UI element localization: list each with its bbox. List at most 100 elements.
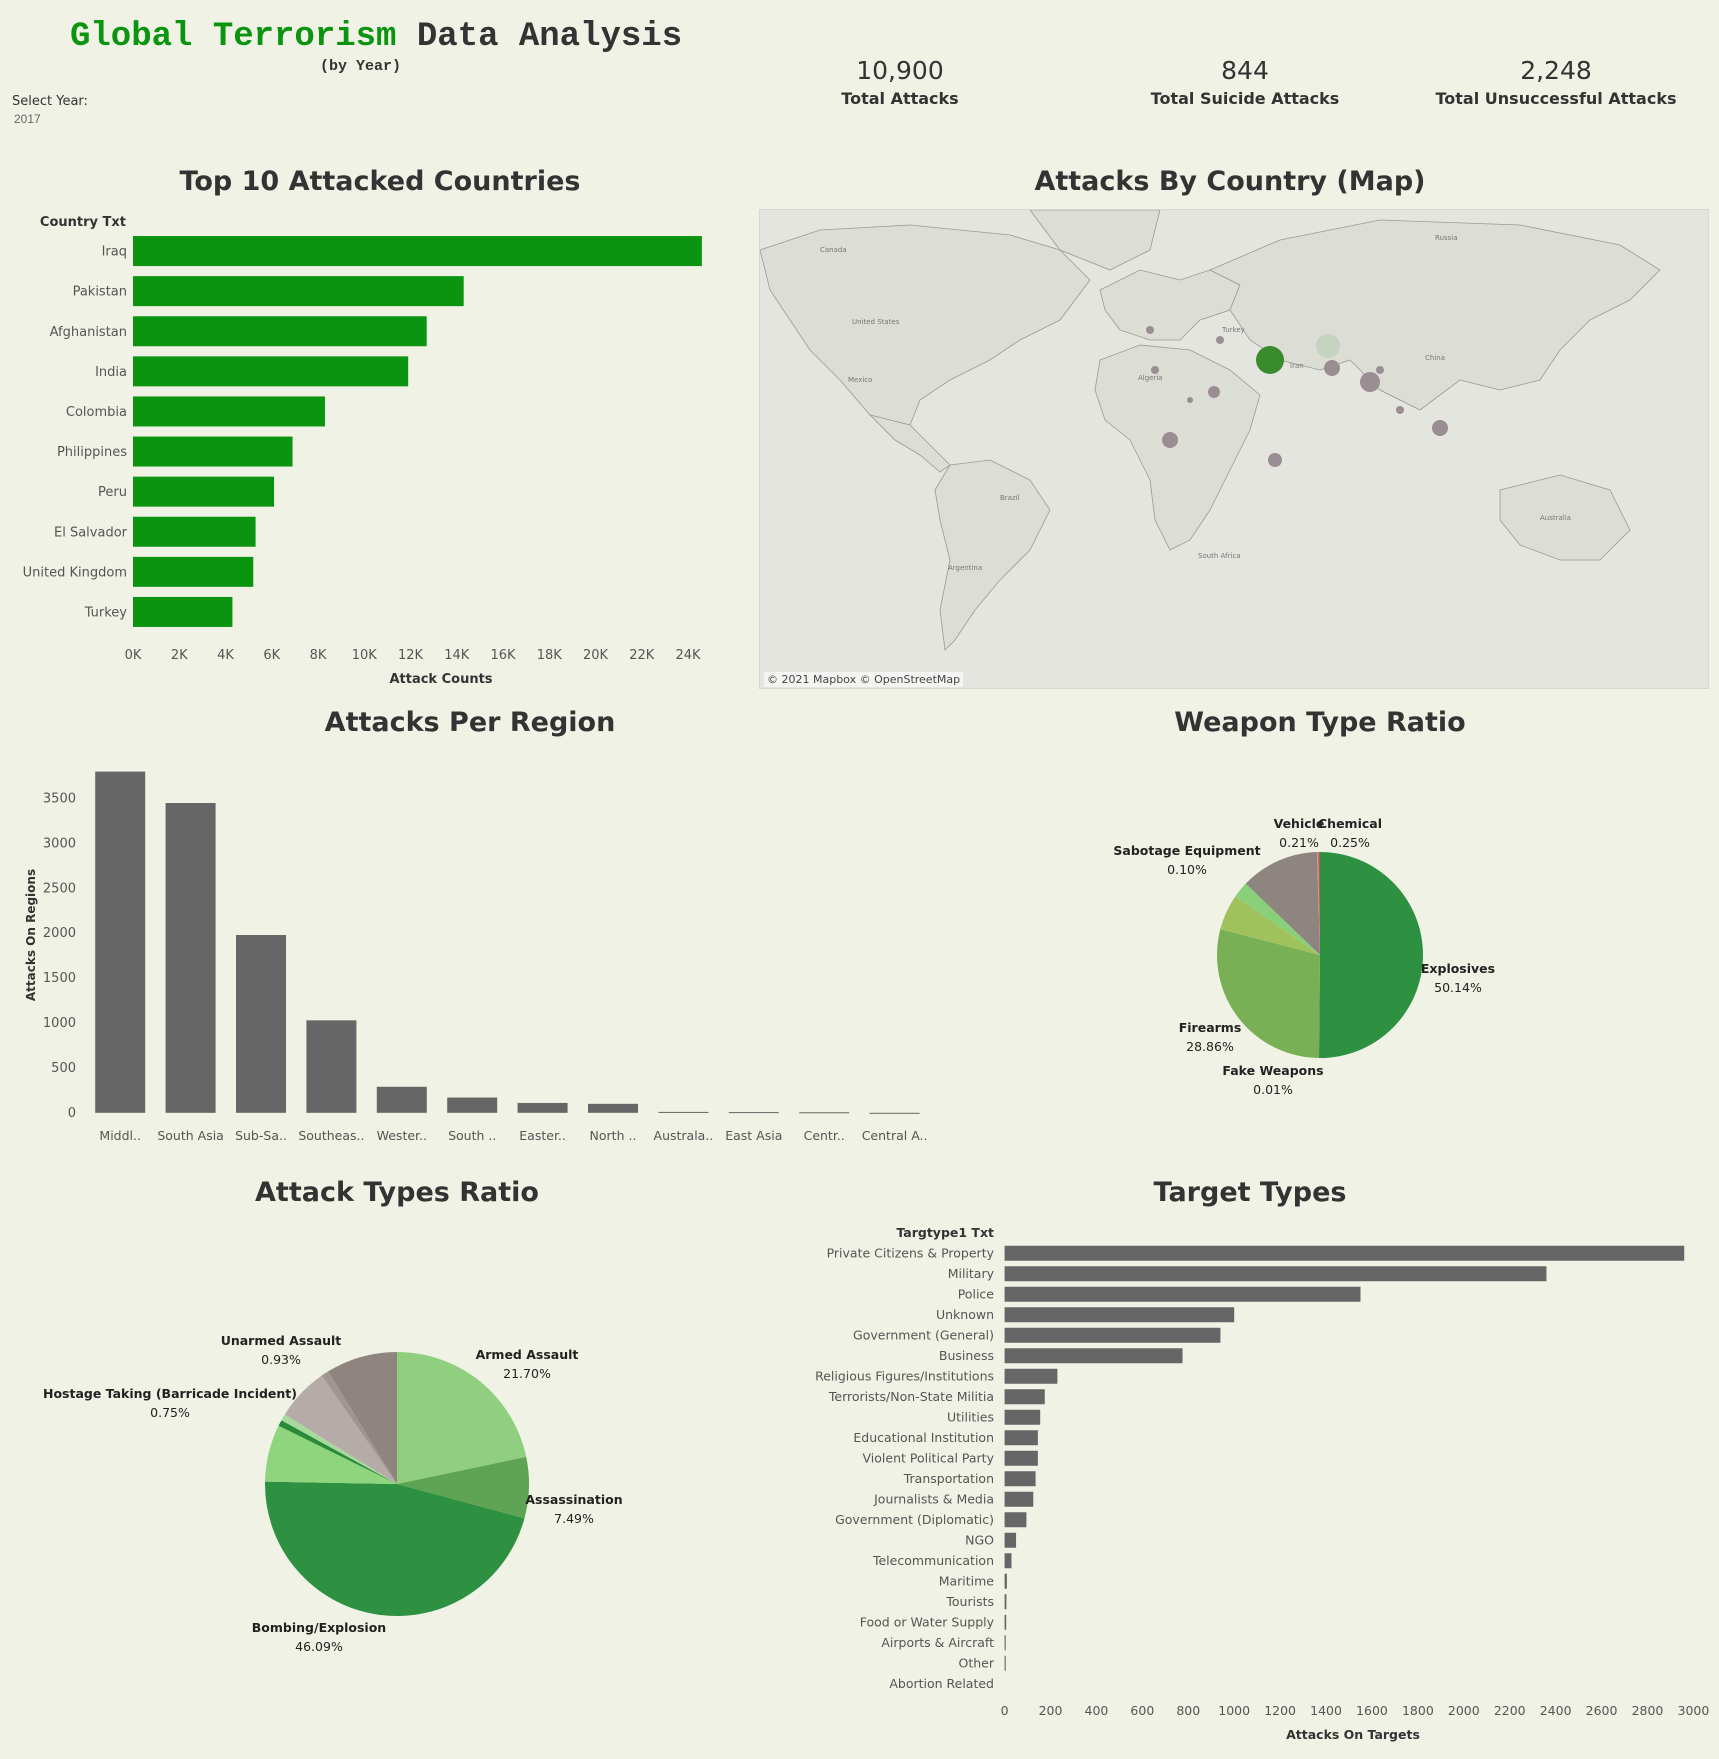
map-bubble [1151, 366, 1159, 374]
map-label-turkey: Turkey [1221, 326, 1245, 334]
europe-shape [1099, 269, 1241, 341]
category-label: Tourists [945, 1594, 994, 1609]
top10-title: Top 10 Attacked Countries [179, 166, 581, 197]
x-tick-label: 8K [310, 648, 327, 663]
category-label: Government (General) [853, 1328, 994, 1343]
x-tick-label: 0 [1001, 1703, 1009, 1718]
pie-slice [1245, 852, 1320, 955]
slice-label: Fake Weapons [1222, 1063, 1323, 1078]
category-label: Telecommunication [872, 1553, 994, 1568]
bar [1004, 1430, 1038, 1446]
category-label: Easter.. [519, 1128, 566, 1143]
bar [588, 1103, 638, 1113]
bar [236, 935, 286, 1113]
category-label: Pakistan [73, 285, 127, 300]
map-bubble [1216, 336, 1224, 344]
title-green-part: Global Terrorism [70, 18, 397, 56]
slice-label: Bombing/Explosion [252, 1620, 386, 1635]
bar [133, 436, 293, 467]
top10-countries-chart: Country Txt Iraq Pakistan Afghanistan India C… [23, 215, 702, 685]
attack-types-title: Attack Types Ratio [255, 1177, 539, 1208]
y-axis-title: Targtype1 Txt [896, 1225, 994, 1240]
pie-slice [397, 1456, 529, 1519]
bar [658, 1111, 709, 1113]
dashboard-subtitle: (by Year) [320, 58, 402, 75]
bar [1004, 1307, 1235, 1323]
bar [1004, 1286, 1361, 1302]
slice-percent: 21.70% [503, 1366, 551, 1381]
year-select[interactable]: 2017 [14, 112, 41, 126]
kpi-label: Total Suicide Attacks [1150, 89, 1340, 108]
slice-percent: 46.09% [295, 1639, 343, 1654]
map-label-united-states: United States [852, 318, 900, 326]
x-tick-label: 2200 [1494, 1703, 1526, 1718]
x-tick-label: 16K [490, 648, 516, 663]
category-label: Abortion Related [889, 1676, 994, 1691]
y-tick-label: 2000 [43, 926, 76, 941]
y-tick-label: 0 [68, 1106, 76, 1121]
bar [1004, 1450, 1038, 1466]
map-bubble [1268, 453, 1282, 467]
bar [1004, 1327, 1221, 1343]
map-bubbles [1146, 326, 1448, 467]
bar [133, 316, 427, 347]
category-label: Other [959, 1656, 995, 1671]
map-bubble [1396, 406, 1404, 414]
x-tick-label: 24K [675, 648, 701, 663]
south-america-shape [934, 459, 1051, 651]
kpi-label: Total Attacks [841, 89, 959, 108]
kpi-label: Total Unsuccessful Attacks [1435, 89, 1677, 108]
y-tick-label: 1500 [43, 971, 76, 986]
map-bubble-pakistan [1316, 334, 1340, 358]
map-label-brazil: Brazil [1000, 494, 1020, 502]
bar [165, 803, 216, 1113]
map-label-australia: Australia [1540, 514, 1571, 522]
category-label: Afghanistan [50, 325, 127, 340]
category-label: Southeas.. [298, 1128, 364, 1143]
map-bubble [1208, 386, 1220, 398]
slice-percent: 0.21% [1279, 835, 1319, 850]
bar [133, 516, 256, 547]
slice-label: Explosives [1421, 961, 1495, 976]
y-axis-title: Attacks On Regions [24, 869, 38, 1001]
category-label: Middl.. [99, 1128, 141, 1143]
weapon-title: Weapon Type Ratio [1174, 707, 1466, 738]
slice-percent: 28.86% [1186, 1039, 1234, 1054]
x-tick-label: 12K [398, 648, 424, 663]
category-label: Military [948, 1266, 995, 1281]
category-label: Turkey [84, 606, 128, 621]
bar [1004, 1245, 1685, 1261]
y-tick-label: 1000 [43, 1016, 76, 1031]
map-bubble-philippines [1432, 420, 1448, 436]
bar [133, 396, 325, 427]
bar [1004, 1655, 1006, 1671]
bar [517, 1102, 568, 1113]
map-title: Attacks By Country (Map) [1034, 166, 1426, 197]
x-tick-label: 200 [1039, 1703, 1063, 1718]
title-dark-part: Data Analysis [416, 18, 683, 56]
category-label: Food or Water Supply [860, 1615, 995, 1630]
category-label: North .. [590, 1128, 637, 1143]
category-label: Educational Institution [853, 1430, 994, 1445]
slice-percent: 7.49% [554, 1511, 594, 1526]
map-labels: Canada United States Mexico Brazil Argen… [820, 234, 1571, 572]
category-label: Police [958, 1287, 995, 1302]
category-label: Iraq [102, 245, 127, 260]
bar [1004, 1635, 1006, 1651]
world-map: Canada United States Mexico Brazil Argen… [760, 210, 1661, 651]
bar [306, 1020, 357, 1113]
slice-percent: 0.93% [261, 1352, 301, 1367]
slice-label: Sabotage Equipment [1113, 843, 1260, 858]
x-tick-label: 0K [125, 648, 142, 663]
category-label: East Asia [725, 1128, 782, 1143]
map-label-canada: Canada [820, 246, 847, 254]
year-select-label: Select Year: [12, 94, 88, 109]
target-types-chart: Targtype1 Txt Private Citizens & Property… [815, 1225, 1709, 1742]
slice-label: Firearms [1179, 1020, 1242, 1035]
attacks-map[interactable]: Canada United States Mexico Brazil Argen… [759, 209, 1709, 689]
weapon-type-pie: Explosives 50.14% Fake Weapons 0.01% Firearm… [1113, 816, 1495, 1097]
attacks-per-region-chart: 0 500 1000 1500 2000 2500 3000 3500 Attacks On R… [24, 771, 927, 1143]
map-attribution: © 2021 Mapbox © OpenStreetMap [764, 672, 964, 687]
category-label: Terrorists/Non-State Militia [828, 1389, 994, 1404]
bar [1004, 1266, 1547, 1282]
